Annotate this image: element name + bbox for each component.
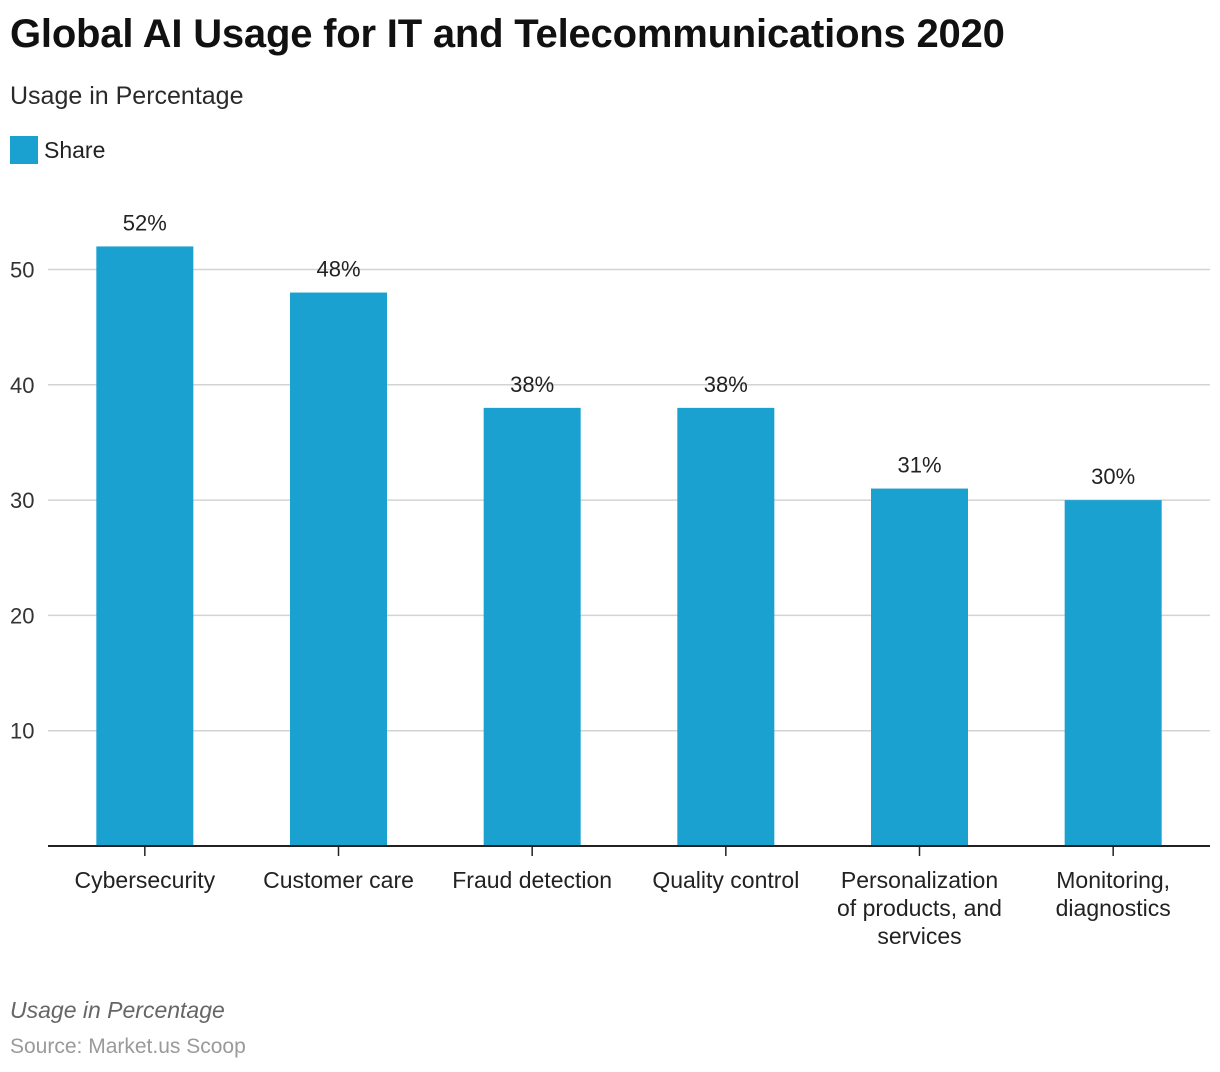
bar bbox=[483, 407, 581, 846]
x-tick-label: Personalization of products, and services bbox=[837, 867, 1002, 949]
bar-value-label: 38% bbox=[704, 372, 748, 397]
y-tick-label: 40 bbox=[10, 373, 34, 398]
bar-value-label: 31% bbox=[897, 453, 941, 478]
bar-value-label: 52% bbox=[123, 210, 167, 235]
chart-source: Source: Market.us Scoop bbox=[10, 1035, 246, 1058]
bar-value-label: 38% bbox=[510, 372, 554, 397]
bar bbox=[677, 407, 775, 846]
y-tick-label: 10 bbox=[10, 719, 34, 744]
x-tick-label: Fraud detection bbox=[452, 867, 612, 893]
legend-swatch bbox=[10, 136, 38, 164]
x-tick-label: Cybersecurity bbox=[75, 867, 216, 893]
x-tick-label: Customer care bbox=[263, 867, 414, 893]
x-tick-label: Quality control bbox=[652, 867, 799, 893]
legend: Share bbox=[10, 136, 105, 164]
bar-value-label: 30% bbox=[1091, 464, 1135, 489]
bar-value-label: 48% bbox=[316, 257, 360, 282]
chart-footnote: Usage in Percentage bbox=[10, 997, 225, 1023]
bar bbox=[1064, 500, 1162, 846]
y-tick-label: 20 bbox=[10, 603, 34, 628]
bar bbox=[871, 488, 968, 846]
y-tick-label: 50 bbox=[10, 258, 34, 283]
chart-title: Global AI Usage for IT and Telecommunica… bbox=[10, 12, 1005, 56]
bar bbox=[290, 292, 387, 846]
legend-label: Share bbox=[44, 136, 106, 163]
bar bbox=[96, 246, 194, 846]
x-tick-label: Monitoring, diagnostics bbox=[1056, 867, 1171, 921]
y-tick-label: 30 bbox=[10, 488, 34, 513]
chart-subtitle: Usage in Percentage bbox=[10, 82, 244, 110]
